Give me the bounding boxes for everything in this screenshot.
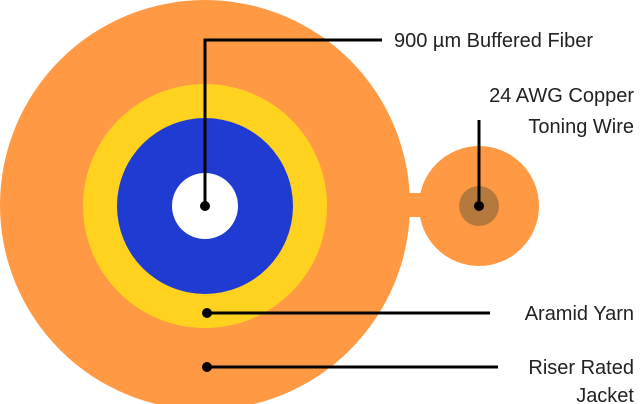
label-jacket-line2: Jacket <box>576 385 634 404</box>
pointer-dot-aramid-yarn <box>202 308 212 318</box>
label-buffered-fiber: 900 µm Buffered Fiber <box>394 30 593 52</box>
label-copper-wire-line2: Toning Wire <box>528 116 634 138</box>
label-aramid-yarn: Aramid Yarn <box>525 303 634 325</box>
leader-line-buffered-fiber <box>203 38 382 206</box>
pointer-dot-jacket <box>202 362 212 372</box>
label-copper-wire-line1: 24 AWG Copper <box>489 85 634 107</box>
pointer-dot-buffered-fiber <box>200 201 210 211</box>
label-jacket-line1: Riser Rated <box>528 357 634 379</box>
pointer-dot-copper-wire <box>474 201 484 211</box>
